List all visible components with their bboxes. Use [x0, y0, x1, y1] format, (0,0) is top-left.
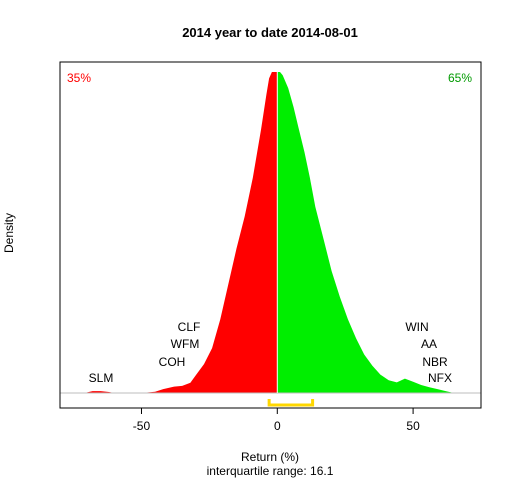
- y-axis-label: Density: [2, 213, 16, 253]
- chart-title: 2014 year to date 2014-08-01: [182, 25, 358, 40]
- right-share-label: 65%: [448, 71, 472, 85]
- right-label-aa: AA: [421, 337, 437, 351]
- x-axis-label: Return (%): [241, 450, 299, 464]
- x-tick-label: 0: [274, 419, 281, 433]
- right-label-nbr: NBR: [422, 355, 448, 369]
- iqr-bracket: [267, 399, 315, 407]
- plot-frame: [59, 61, 482, 409]
- right-label-win: WIN: [405, 320, 428, 334]
- left-label-clf: CLF: [178, 320, 201, 334]
- left-label-coh: COH: [159, 355, 186, 369]
- x-axis-ticks: -50 0 50: [133, 408, 420, 433]
- density-areas: [84, 72, 454, 393]
- right-label-nfx: NFX: [428, 371, 452, 385]
- x-tick-label: -50: [133, 419, 151, 433]
- left-label-wfm: WFM: [171, 337, 200, 351]
- left-share-label: 35%: [67, 71, 91, 85]
- negative-return-area: [84, 72, 278, 393]
- positive-return-area: [277, 72, 454, 393]
- left-label-slm: SLM: [89, 371, 114, 385]
- x-tick-label: 50: [406, 419, 420, 433]
- iqr-caption: interquartile range: 16.1: [207, 464, 334, 478]
